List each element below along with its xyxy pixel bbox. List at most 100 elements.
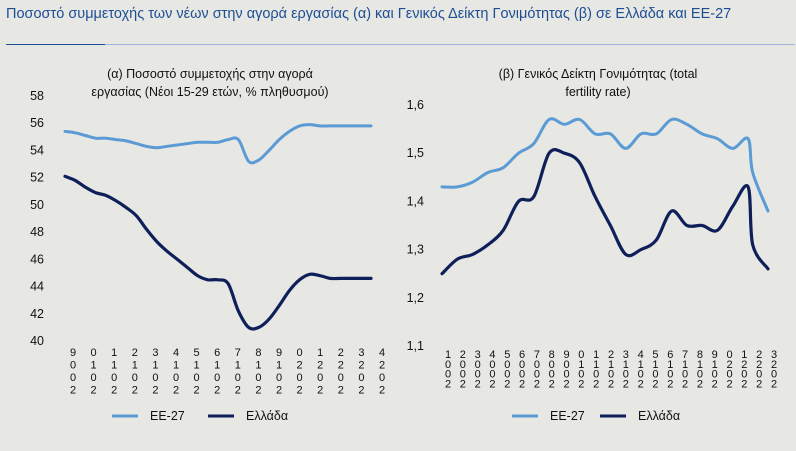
x-tick-digit: 9: [712, 349, 718, 361]
x-tick-digit: 1: [111, 347, 117, 359]
panel-1-y-tick: 54: [30, 143, 44, 157]
x-tick-digit: 0: [489, 359, 495, 371]
panel-1-series-greece-line: [63, 174, 373, 331]
x-tick-digit: 2: [338, 347, 344, 359]
x-tick-digit: 2: [379, 385, 385, 397]
x-tick-digit: 2: [608, 349, 614, 361]
x-tick-digit: 1: [667, 359, 673, 371]
x-tick-digit: 2: [445, 378, 451, 390]
x-tick-digit: 2: [682, 378, 688, 390]
x-tick-digit: 0: [712, 369, 718, 381]
x-tick-digit: 8: [255, 347, 261, 359]
x-tick-digit: 2: [297, 385, 303, 397]
x-tick-digit: 0: [460, 369, 466, 381]
x-tick-digit: 2: [519, 378, 525, 390]
panel-2-y-tick: 1,2: [407, 291, 424, 305]
x-tick-digit: 2: [771, 378, 777, 390]
x-tick-digit: 6: [667, 349, 673, 361]
x-tick-digit: 2: [132, 347, 138, 359]
x-tick-digit: 2: [379, 360, 385, 372]
x-tick-digit: 1: [194, 360, 200, 372]
x-tick-digit: 8: [549, 349, 555, 361]
x-tick-digit: 0: [489, 369, 495, 381]
x-tick-digit: 2: [489, 378, 495, 390]
x-tick-digit: 0: [276, 372, 282, 384]
x-tick-digit: 0: [445, 369, 451, 381]
x-tick-digit: 0: [504, 359, 510, 371]
legend-label-ee27: ΕΕ-27: [150, 409, 185, 423]
x-tick-digit: 7: [534, 349, 540, 361]
panel-2-series-greece-line: [440, 148, 770, 276]
x-tick-digit: 3: [358, 347, 364, 359]
x-tick-digit: 2: [235, 385, 241, 397]
x-tick-digit: 0: [475, 359, 481, 371]
x-tick-digit: 2: [504, 378, 510, 390]
legend-label-ee27: ΕΕ-27: [550, 409, 585, 423]
panel-1-y-tick: 56: [30, 116, 44, 130]
x-tick-digit: 4: [379, 347, 385, 359]
x-tick-digit: 1: [712, 359, 718, 371]
x-tick-digit: 1: [682, 359, 688, 371]
panel-2-series-ee27-line: [440, 117, 770, 213]
x-tick-digit: 0: [578, 349, 584, 361]
x-tick-digit: 2: [563, 378, 569, 390]
x-tick-digit: 0: [475, 369, 481, 381]
x-tick-digit: 5: [194, 347, 200, 359]
x-tick-digit: 0: [111, 372, 117, 384]
x-tick-digit: 1: [608, 359, 614, 371]
x-tick-digit: 0: [741, 369, 747, 381]
x-tick-digit: 2: [549, 378, 555, 390]
x-tick-digit: 9: [70, 347, 76, 359]
x-tick-digit: 2: [652, 378, 658, 390]
x-tick-digit: 2: [173, 385, 179, 397]
x-tick-digit: 2: [534, 378, 540, 390]
x-tick-digit: 2: [276, 385, 282, 397]
x-tick-digit: 2: [358, 385, 364, 397]
x-tick-digit: 0: [91, 347, 97, 359]
x-tick-digit: 7: [682, 349, 688, 361]
x-tick-digit: 0: [91, 372, 97, 384]
x-tick-digit: 9: [563, 349, 569, 361]
x-tick-digit: 0: [756, 369, 762, 381]
x-tick-digit: 6: [214, 347, 220, 359]
x-tick-digit: 2: [712, 378, 718, 390]
x-tick-digit: 0: [173, 372, 179, 384]
panel-1-y-tick: 52: [30, 171, 44, 185]
x-tick-digit: 2: [726, 359, 732, 371]
x-tick-digit: 0: [235, 372, 241, 384]
x-tick-digit: 0: [214, 372, 220, 384]
x-tick-digit: 0: [70, 372, 76, 384]
x-tick-digit: 0: [519, 359, 525, 371]
panel-1-y-tick: 58: [30, 89, 44, 103]
panel-2-title-line: (β) Γενικός Δείκτη Γονιμότητας (total: [499, 67, 698, 81]
x-tick-digit: 9: [276, 347, 282, 359]
x-tick-digit: 5: [504, 349, 510, 361]
x-tick-digit: 6: [519, 349, 525, 361]
x-tick-digit: 1: [111, 360, 117, 372]
x-tick-digit: 1: [593, 349, 599, 361]
x-tick-digit: 0: [297, 372, 303, 384]
x-tick-digit: 2: [111, 385, 117, 397]
x-tick-digit: 1: [638, 359, 644, 371]
x-tick-digit: 2: [475, 378, 481, 390]
x-tick-digit: 1: [652, 359, 658, 371]
x-tick-digit: 2: [194, 385, 200, 397]
x-tick-digit: 0: [563, 369, 569, 381]
x-tick-digit: 2: [338, 385, 344, 397]
x-tick-digit: 2: [317, 360, 323, 372]
x-tick-digit: 0: [578, 369, 584, 381]
